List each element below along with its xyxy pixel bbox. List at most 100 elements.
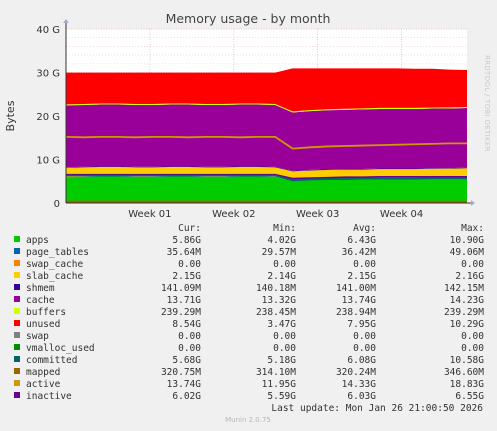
legend-name-committed: committed <box>26 355 77 366</box>
legend-swatch-swap_cache <box>14 260 20 266</box>
area-apps <box>66 176 467 203</box>
legend-swatch-slab_cache <box>14 272 20 278</box>
legend-name-unused: unused <box>26 319 60 330</box>
legend-cur-value: 5.86G <box>172 235 201 246</box>
legend-name-vmalloc_used: vmalloc_used <box>26 343 95 354</box>
legend-swatch-shmem <box>14 284 20 290</box>
line-active <box>65 135 467 150</box>
x-tick-label: Week 02 <box>212 209 255 220</box>
legend-max-value: 346.60M <box>444 367 484 378</box>
legend-name-page_tables: page_tables <box>26 247 89 258</box>
legend-swatch-committed <box>14 356 20 362</box>
legend-max-value: 6.55G <box>455 391 484 402</box>
x-tick-label: Week 03 <box>296 209 339 220</box>
legend-min-value: 4.02G <box>267 235 296 246</box>
legend-swatch-buffers <box>14 308 20 314</box>
legend-avg-value: 6.08G <box>347 355 376 366</box>
legend-min-value: 0.00 <box>273 331 296 342</box>
legend-avg-value: 13.74G <box>342 295 377 306</box>
legend-name-shmem: shmem <box>26 283 55 294</box>
legend-avg-value: 0.00 <box>353 259 376 270</box>
legend: Cur: Min: Avg: Max: apps 5.86G 4.02G 6.43G 10.90… <box>14 223 484 402</box>
legend-max-value: 14.23G <box>450 295 485 306</box>
legend-max-value: 10.90G <box>450 235 485 246</box>
legend-swatch-cache <box>14 296 20 302</box>
legend-min-value: 5.18G <box>267 355 296 366</box>
series-lines <box>65 135 467 203</box>
legend-swatch-inactive <box>14 392 20 398</box>
legend-min-value: 140.18M <box>256 283 296 294</box>
y-tick-label: 20 G <box>36 112 60 123</box>
legend-max-value: 0.00 <box>461 331 484 342</box>
legend-avg-value: 36.42M <box>342 247 377 258</box>
legend-avg-value: 0.00 <box>353 331 376 342</box>
y-axis-arrow <box>63 19 69 23</box>
legend-name-slab_cache: slab_cache <box>26 271 83 282</box>
legend-avg-value: 6.03G <box>347 391 376 402</box>
legend-avg-value: 320.24M <box>336 367 376 378</box>
legend-cur-value: 5.68G <box>172 355 201 366</box>
legend-name-mapped: mapped <box>26 367 60 378</box>
legend-avg-value: 2.15G <box>347 271 376 282</box>
legend-max-value: 18.83G <box>450 379 485 390</box>
legend-min-value: 0.00 <box>273 343 296 354</box>
legend-max-value: 10.58G <box>450 355 485 366</box>
rrdtool-credit: RRDTOOL / TOBI OETIKER <box>483 55 491 152</box>
legend-column-header: Avg: <box>353 223 376 234</box>
legend-swatch-active <box>14 380 20 386</box>
legend-min-value: 3.47G <box>267 319 296 330</box>
area-shmem <box>66 166 467 172</box>
legend-cur-value: 320.75M <box>161 367 201 378</box>
legend-swatch-mapped <box>14 368 20 374</box>
legend-min-value: 238.45M <box>256 307 296 318</box>
legend-min-value: 11.95G <box>262 379 297 390</box>
munin-version: Munin 2.0.75 <box>225 416 271 424</box>
legend-max-value: 239.29M <box>444 307 484 318</box>
legend-min-value: 0.00 <box>273 259 296 270</box>
legend-swatch-apps <box>14 236 20 242</box>
area-unused <box>66 68 467 112</box>
legend-column-header: Min: <box>273 223 296 234</box>
y-tick-label: 10 G <box>36 156 60 167</box>
legend-cur-value: 239.29M <box>161 307 201 318</box>
legend-max-value: 49.06M <box>450 247 485 258</box>
legend-name-swap_cache: swap_cache <box>26 259 83 270</box>
legend-max-value: 10.29G <box>450 319 485 330</box>
legend-min-value: 2.14G <box>267 271 296 282</box>
area-buffers <box>66 103 467 113</box>
legend-cur-value: 13.71G <box>167 295 202 306</box>
legend-min-value: 13.32G <box>262 295 297 306</box>
legend-name-cache: cache <box>26 295 55 306</box>
legend-avg-value: 7.95G <box>347 319 376 330</box>
y-axis-label: Bytes <box>4 100 17 131</box>
legend-swatch-vmalloc_used <box>14 344 20 350</box>
legend-avg-value: 238.94M <box>336 307 376 318</box>
legend-cur-value: 0.00 <box>178 259 201 270</box>
legend-cur-value: 141.09M <box>161 283 201 294</box>
legend-column-header: Cur: <box>178 223 201 234</box>
line-committed <box>66 174 467 182</box>
x-axis-arrow <box>471 200 475 206</box>
legend-max-value: 2.16G <box>455 271 484 282</box>
legend-swatch-swap <box>14 332 20 338</box>
legend-max-value: 0.00 <box>461 343 484 354</box>
y-tick-label: 30 G <box>36 69 60 80</box>
legend-cur-value: 2.15G <box>172 271 201 282</box>
y-tick-label: 40 G <box>36 25 60 36</box>
legend-cur-value: 13.74G <box>167 379 202 390</box>
legend-avg-value: 14.33G <box>342 379 377 390</box>
legend-cur-value: 35.64M <box>167 247 202 258</box>
last-update-text: Last update: Mon Jan 26 21:00:50 2026 <box>271 403 483 414</box>
legend-swatch-unused <box>14 320 20 326</box>
legend-swatch-page_tables <box>14 248 20 254</box>
legend-avg-value: 6.43G <box>347 235 376 246</box>
legend-column-header: Max: <box>461 223 484 234</box>
legend-name-buffers: buffers <box>26 307 66 318</box>
legend-name-inactive: inactive <box>26 391 72 402</box>
legend-cur-value: 6.02G <box>172 391 201 402</box>
legend-max-value: 142.15M <box>444 283 484 294</box>
x-tick-label: Week 01 <box>128 209 171 220</box>
legend-max-value: 0.00 <box>461 259 484 270</box>
chart-title: Memory usage - by month <box>166 11 331 26</box>
